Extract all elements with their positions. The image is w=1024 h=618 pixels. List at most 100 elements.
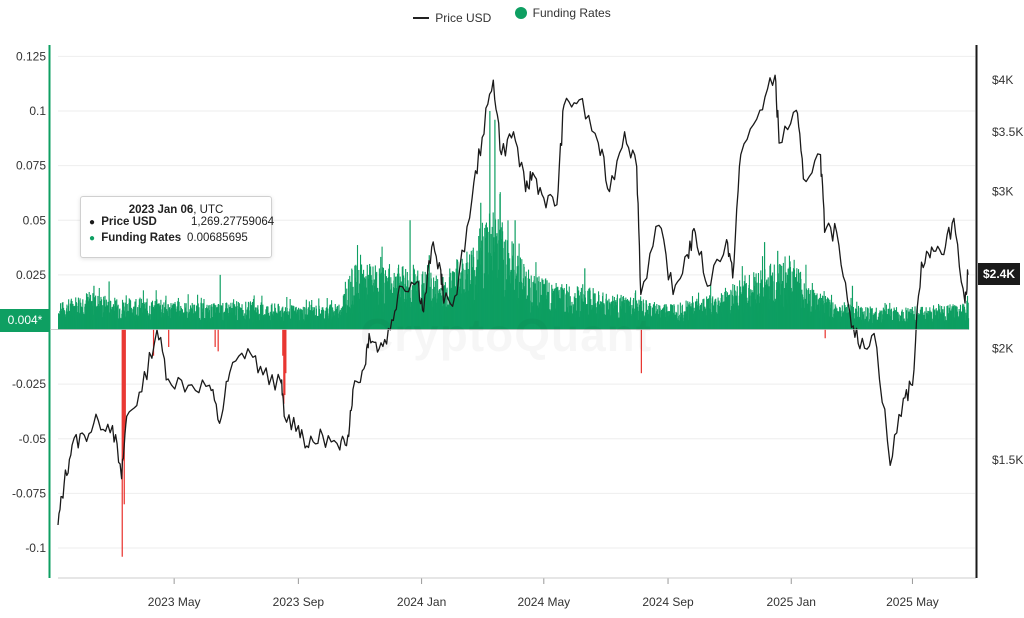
- funding-bar: [559, 298, 561, 330]
- funding-bar: [415, 290, 417, 330]
- funding-bar: [126, 304, 128, 330]
- funding-bar: [530, 275, 532, 330]
- funding-bar: [465, 263, 467, 330]
- left-tick-label: 0.125: [16, 49, 46, 63]
- funding-bar: [240, 307, 242, 330]
- funding-bar: [594, 293, 596, 330]
- funding-bar: [505, 264, 507, 330]
- funding-bar: [548, 282, 550, 330]
- funding-bar: [255, 312, 258, 330]
- funding-bar: [67, 311, 69, 330]
- funding-bar: [552, 290, 554, 330]
- funding-spike-bar: [777, 250, 779, 330]
- funding-bar: [444, 282, 446, 330]
- funding-bar: [406, 272, 408, 330]
- funding-bar: [112, 309, 114, 330]
- funding-bar: [422, 271, 424, 330]
- funding-bar: [473, 256, 475, 330]
- funding-negative-bar: [121, 329, 123, 557]
- legend-funding-label: Funding Rates: [532, 6, 611, 20]
- funding-bar: [119, 308, 121, 330]
- funding-bar: [385, 276, 388, 330]
- funding-bar: [793, 269, 796, 330]
- funding-bar: [622, 296, 624, 330]
- funding-negative-bar: [124, 329, 126, 428]
- funding-bar: [311, 299, 313, 330]
- funding-bar: [426, 265, 429, 330]
- funding-bar: [189, 309, 191, 330]
- funding-bar: [789, 267, 792, 330]
- funding-bar: [322, 307, 324, 330]
- funding-bars: [58, 111, 970, 557]
- legend-price[interactable]: Price USD: [413, 11, 491, 25]
- funding-bar: [792, 268, 795, 330]
- funding-bar: [543, 284, 545, 330]
- current-price-marker: $2.4K: [978, 263, 1020, 285]
- legend-price-label: Price USD: [435, 11, 492, 25]
- funding-bar: [580, 291, 582, 330]
- funding-bar: [525, 271, 527, 330]
- funding-bar: [92, 293, 94, 330]
- x-tick-label: 2023 Sep: [273, 595, 325, 609]
- funding-bar: [355, 265, 357, 330]
- funding-bar: [462, 268, 464, 330]
- funding-bar: [267, 306, 269, 330]
- left-tick-label: -0.1: [25, 541, 46, 555]
- funding-bar: [165, 295, 167, 330]
- x-tick-label: 2024 Sep: [642, 595, 694, 609]
- funding-bar: [673, 305, 675, 330]
- line-swatch-icon: [413, 17, 430, 19]
- funding-bar: [783, 288, 785, 330]
- funding-bar: [402, 266, 404, 330]
- funding-bar: [613, 296, 615, 330]
- current-funding-marker: 0.004*: [0, 309, 50, 332]
- funding-bar: [503, 241, 505, 330]
- legend-funding[interactable]: Funding Rates: [514, 6, 611, 20]
- funding-bar: [441, 295, 443, 330]
- funding-bar: [365, 276, 367, 330]
- funding-negative-bar: [123, 329, 125, 505]
- funding-bar: [626, 299, 629, 330]
- funding-bar: [708, 308, 710, 330]
- funding-bar: [400, 281, 402, 330]
- funding-bar: [641, 301, 643, 330]
- funding-bar: [649, 303, 651, 330]
- funding-bar: [494, 219, 497, 330]
- funding-bar: [740, 286, 742, 330]
- funding-bar: [61, 302, 63, 330]
- funding-spike-bar: [409, 220, 411, 330]
- funding-bar: [854, 308, 856, 330]
- funding-bar: [485, 224, 487, 330]
- funding-bar: [239, 307, 241, 330]
- tooltip-date: 2023 Jan 06: [128, 204, 194, 216]
- left-tick-label: 0.025: [16, 268, 46, 282]
- funding-bar: [382, 293, 384, 330]
- funding-bar: [197, 303, 199, 330]
- funding-bar: [284, 310, 286, 330]
- funding-bar: [578, 290, 580, 330]
- funding-bar: [330, 304, 332, 330]
- funding-bar: [844, 305, 846, 330]
- funding-bar: [776, 282, 778, 330]
- funding-bar: [541, 278, 543, 330]
- funding-bar: [127, 310, 129, 330]
- funding-bar: [577, 287, 579, 330]
- funding-bar: [696, 306, 699, 330]
- left-tick-label: -0.05: [19, 432, 47, 446]
- funding-bar: [234, 306, 236, 330]
- left-tick-label: -0.075: [12, 486, 46, 500]
- funding-bar: [613, 308, 615, 330]
- funding-bar: [159, 305, 161, 330]
- funding-bar: [518, 243, 520, 330]
- funding-bar: [628, 300, 630, 330]
- funding-bar: [800, 278, 802, 330]
- funding-bar: [194, 304, 196, 330]
- funding-bar: [476, 250, 478, 330]
- funding-bar: [367, 274, 369, 330]
- tooltip-funding-value: 0.00685695: [187, 232, 248, 244]
- funding-bar: [181, 309, 183, 330]
- funding-bar: [704, 306, 706, 330]
- funding-bar: [871, 308, 873, 330]
- funding-bar: [216, 307, 218, 330]
- price-path: [57, 74, 969, 526]
